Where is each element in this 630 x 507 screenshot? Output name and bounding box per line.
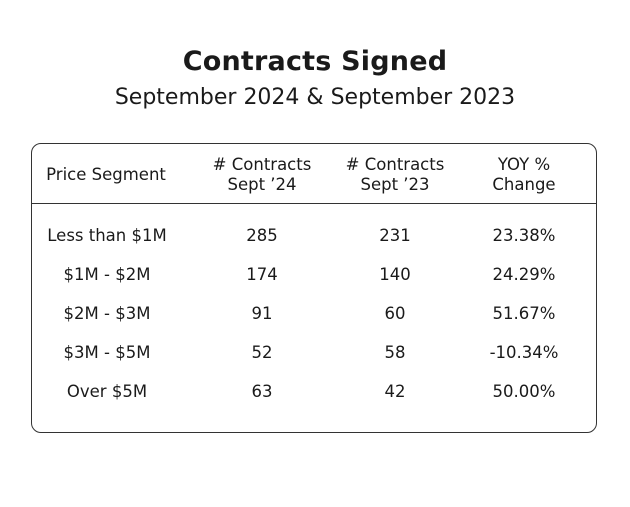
header-price-segment: Price Segment	[46, 165, 166, 184]
price-segment-cell: $1M - $2M	[63, 265, 151, 284]
contracts-sept-23-cell: 231	[379, 226, 411, 245]
contracts-sept-23-cell: 42	[384, 382, 406, 401]
yoy-change-cell: 23.38%	[492, 226, 556, 245]
yoy-change-cell: 24.29%	[492, 265, 556, 284]
yoy-change-cell: 50.00%	[492, 382, 556, 401]
contracts-sept-23-cell: 60	[384, 304, 406, 323]
yoy-change-cell: 51.67%	[492, 304, 556, 323]
header-contracts-sept-23: # Contracts Sept ’23	[340, 155, 450, 195]
header-contracts-sept-23-line2: Sept ’23	[360, 175, 430, 194]
contracts-sept-24-cell: 91	[251, 304, 273, 323]
price-segment-cell: $2M - $3M	[63, 304, 151, 323]
header-contracts-sept-23-line1: # Contracts	[345, 155, 445, 174]
yoy-change-cell: -10.34%	[489, 343, 559, 362]
contracts-sept-24-cell: 285	[246, 226, 278, 245]
header-yoy-change: YOY % Change	[469, 155, 579, 195]
table-header-row: Price Segment # Contracts Sept ’24 # Con…	[32, 144, 596, 204]
contracts-sept-24-cell: 174	[246, 265, 278, 284]
price-segment-cell: Over $5M	[66, 382, 148, 401]
header-contracts-sept-24-line2: Sept ’24	[227, 175, 297, 194]
price-segment-cell: Less than $1M	[47, 226, 167, 245]
price-segment-cell: $3M - $5M	[63, 343, 151, 362]
contracts-table: Price Segment # Contracts Sept ’24 # Con…	[31, 143, 597, 433]
chart-subtitle: September 2024 & September 2023	[114, 85, 516, 110]
contracts-sept-23-cell: 140	[379, 265, 411, 284]
header-contracts-sept-24-line1: # Contracts	[212, 155, 312, 174]
header-yoy-change-line1: YOY %	[497, 155, 551, 174]
contracts-sept-24-cell: 52	[251, 343, 273, 362]
chart-title: Contracts Signed	[182, 46, 448, 77]
contracts-sept-23-cell: 58	[384, 343, 406, 362]
header-yoy-change-line2: Change	[492, 175, 556, 194]
contracts-sept-24-cell: 63	[251, 382, 273, 401]
header-contracts-sept-24: # Contracts Sept ’24	[207, 155, 317, 195]
